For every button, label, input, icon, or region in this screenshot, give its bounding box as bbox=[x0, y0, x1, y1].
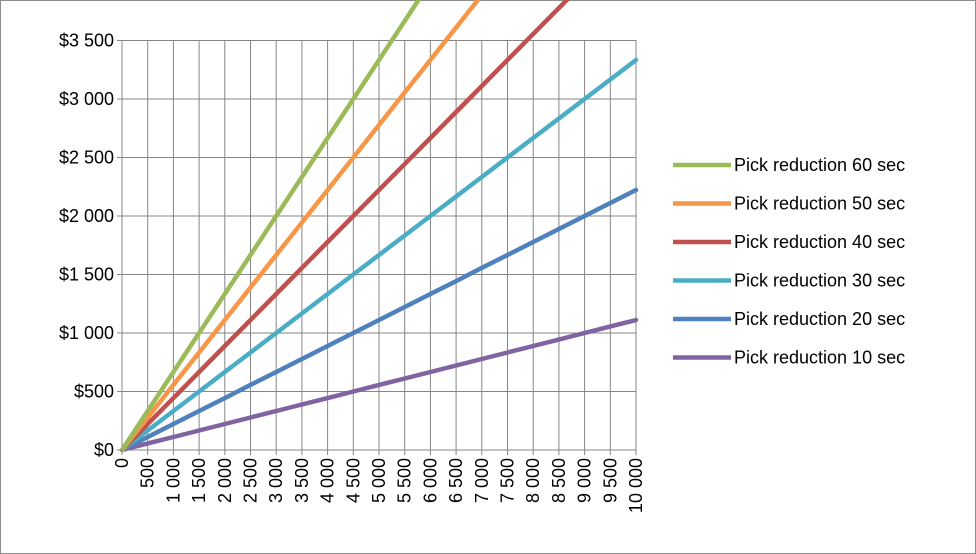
x-tick-label: 9 500 bbox=[600, 458, 620, 503]
y-tick-label: $1 500 bbox=[59, 265, 114, 285]
legend-label-6: Pick reduction 10 sec bbox=[734, 348, 905, 368]
x-tick-label: 1 500 bbox=[189, 458, 209, 503]
grid bbox=[121, 40, 637, 451]
series-line-2 bbox=[119, 0, 481, 453]
x-tick-label: 500 bbox=[138, 458, 158, 488]
series-line-1 bbox=[119, 0, 422, 453]
x-tick-label: 10 000 bbox=[626, 458, 646, 513]
y-tick-label: $2 500 bbox=[59, 148, 114, 168]
series-line-6 bbox=[119, 317, 639, 453]
y-tick-label: $2 000 bbox=[59, 206, 114, 226]
x-tick-label: 8 000 bbox=[523, 458, 543, 503]
y-tick-label: $500 bbox=[74, 382, 114, 402]
legend-label-1: Pick reduction 60 sec bbox=[734, 155, 905, 175]
series-line-5 bbox=[119, 187, 639, 453]
legend: Pick reduction 60 sec Pick reduction 50 s… bbox=[673, 155, 905, 368]
y-tick-label: $3 500 bbox=[59, 31, 114, 51]
plot-area bbox=[119, 0, 639, 453]
x-axis: 0 500 1 000 1 500 2 000 2 500 3 000 3 500 4 000 4… bbox=[112, 450, 646, 513]
x-tick-label: 9 000 bbox=[575, 458, 595, 503]
y-tick-label: $0 bbox=[94, 440, 114, 460]
x-tick-label: 5 500 bbox=[395, 458, 415, 503]
x-tick-label: 6 000 bbox=[420, 458, 440, 503]
legend-label-5: Pick reduction 20 sec bbox=[734, 309, 905, 329]
series-line-4 bbox=[119, 57, 639, 453]
y-axis: $0 $500 $1 000 $1 500 $2 000 $2 500 $3 000 $3 5… bbox=[59, 31, 122, 460]
x-tick-label: 5 000 bbox=[369, 458, 389, 503]
x-tick-label: 2 000 bbox=[215, 458, 235, 503]
x-tick-label: 8 500 bbox=[549, 458, 569, 503]
legend-label-3: Pick reduction 40 sec bbox=[734, 232, 905, 252]
series-line-3 bbox=[119, 0, 570, 453]
x-tick-label: 3 500 bbox=[292, 458, 312, 503]
x-tick-label: 4 000 bbox=[318, 458, 338, 503]
x-tick-label: 6 500 bbox=[446, 458, 466, 503]
y-tick-label: $3 000 bbox=[59, 89, 114, 109]
x-tick-label: 0 bbox=[112, 458, 132, 468]
y-tick-label: $1 000 bbox=[59, 323, 114, 343]
legend-label-4: Pick reduction 30 sec bbox=[734, 271, 905, 291]
x-tick-label: 1 000 bbox=[163, 458, 183, 503]
x-tick-label: 7 500 bbox=[498, 458, 518, 503]
x-tick-label: 2 500 bbox=[241, 458, 261, 503]
x-tick-label: 7 000 bbox=[472, 458, 492, 503]
x-tick-label: 3 000 bbox=[266, 458, 286, 503]
x-tick-label: 4 500 bbox=[343, 458, 363, 503]
legend-label-2: Pick reduction 50 sec bbox=[734, 194, 905, 214]
